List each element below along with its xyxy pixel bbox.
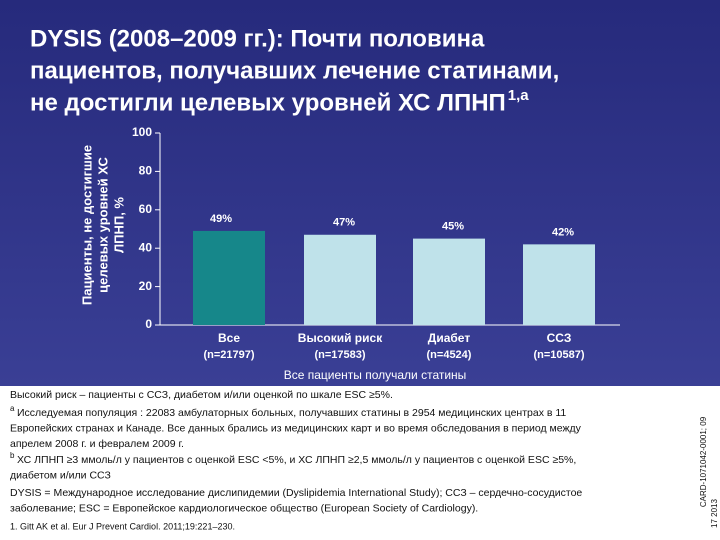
- y-axis-label: целевых уровней ХС: [95, 157, 110, 293]
- footnote-line: Высокий риск – пациенты с ССЗ, диабетом …: [10, 389, 393, 401]
- x-tick-label: Высокий риск: [298, 331, 383, 345]
- value-label: 49%: [210, 213, 232, 225]
- side-code: 17 2013: [710, 499, 719, 528]
- bar: [413, 238, 485, 325]
- y-tick-label: 40: [139, 240, 153, 254]
- footnote-line: ХС ЛПНП ≥3 ммоль/л у пациентов с оценкой…: [17, 454, 576, 466]
- category-note: (n=10587): [533, 349, 584, 361]
- value-label: 42%: [552, 226, 574, 238]
- bar: [193, 230, 265, 325]
- title-line: не достигли целевых уровней ХС ЛПНП: [30, 89, 506, 116]
- footnote-line: Европейских странах и Канаде. Все данных…: [10, 422, 582, 434]
- y-tick-label: 80: [139, 164, 153, 178]
- bar: [523, 244, 595, 325]
- footnote-line: DYSIS = Международное исследование дисли…: [10, 487, 582, 499]
- x-tick-label: Диабет: [428, 331, 471, 345]
- title-line: пациентов, получавших лечение статинами,: [30, 57, 559, 84]
- category-note: (n=4524): [427, 349, 472, 361]
- title-superscript: 1,a: [508, 87, 530, 104]
- y-axis-label: ЛПНП, %: [111, 197, 126, 253]
- y-tick-label: 0: [145, 317, 152, 331]
- y-tick-label: 60: [139, 202, 153, 216]
- y-tick-label: 100: [132, 125, 152, 139]
- footnote-line: диабетом и/или ССЗ: [10, 469, 111, 481]
- footnote-marker: a: [10, 404, 15, 413]
- x-tick-label: Все: [218, 331, 240, 345]
- value-label: 45%: [442, 221, 464, 233]
- x-tick-label: ССЗ: [547, 331, 572, 345]
- footnote-line: апрелем 2008 г. и февралем 2009 г.: [10, 438, 184, 450]
- y-axis-label: Пациенты, не достигшие: [79, 145, 94, 305]
- category-note: (n=21797): [203, 349, 254, 361]
- footer-background: [0, 386, 720, 540]
- y-tick-label: 20: [139, 279, 153, 293]
- footnote-marker: b: [10, 451, 15, 460]
- title-line: DYSIS (2008–2009 гг.): Почти половина: [30, 25, 485, 52]
- footnote-line: заболевание; ESC = Европейское кардиолог…: [10, 502, 478, 514]
- footnote-line: Исследуемая популяция : 22083 амбулаторн…: [17, 407, 566, 419]
- side-code: CARD-1071042-0001; 09: [699, 416, 708, 507]
- bar: [304, 234, 376, 325]
- footnote-line: 1. Gitt AK et al. Eur J Prevent Cardiol.…: [10, 521, 235, 531]
- category-note: (n=17583): [314, 349, 365, 361]
- value-label: 47%: [333, 217, 355, 229]
- x-axis-label: Все пациенты получали статины: [284, 368, 467, 382]
